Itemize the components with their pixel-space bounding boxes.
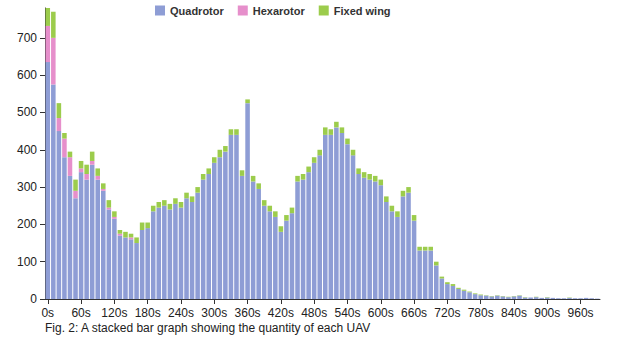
svg-text:Fixed wing: Fixed wing xyxy=(334,5,391,17)
svg-text:660s: 660s xyxy=(401,306,427,320)
svg-text:360s: 360s xyxy=(235,306,261,320)
svg-text:Quadrotor: Quadrotor xyxy=(170,5,224,17)
svg-text:840s: 840s xyxy=(501,306,527,320)
svg-text:480s: 480s xyxy=(301,306,327,320)
svg-text:420s: 420s xyxy=(268,306,294,320)
svg-text:Fig. 2: A stacked bar graph sh: Fig. 2: A stacked bar graph showing the … xyxy=(45,321,370,335)
svg-text:900s: 900s xyxy=(534,306,560,320)
svg-text:720s: 720s xyxy=(434,306,460,320)
svg-text:100: 100 xyxy=(17,255,37,269)
svg-text:120s: 120s xyxy=(101,306,127,320)
svg-text:60s: 60s xyxy=(71,306,90,320)
svg-text:180s: 180s xyxy=(135,306,161,320)
svg-text:600s: 600s xyxy=(368,306,394,320)
svg-text:600: 600 xyxy=(17,68,37,82)
svg-text:0s: 0s xyxy=(41,306,54,320)
svg-text:Hexarotor: Hexarotor xyxy=(253,5,306,17)
svg-text:200: 200 xyxy=(17,217,37,231)
svg-text:540s: 540s xyxy=(334,306,360,320)
svg-text:700: 700 xyxy=(17,31,37,45)
svg-text:300: 300 xyxy=(17,180,37,194)
svg-text:500: 500 xyxy=(17,105,37,119)
svg-text:400: 400 xyxy=(17,143,37,157)
svg-text:780s: 780s xyxy=(468,306,494,320)
svg-text:0: 0 xyxy=(30,292,37,306)
svg-text:300s: 300s xyxy=(201,306,227,320)
svg-text:240s: 240s xyxy=(168,306,194,320)
svg-text:960s: 960s xyxy=(568,306,594,320)
